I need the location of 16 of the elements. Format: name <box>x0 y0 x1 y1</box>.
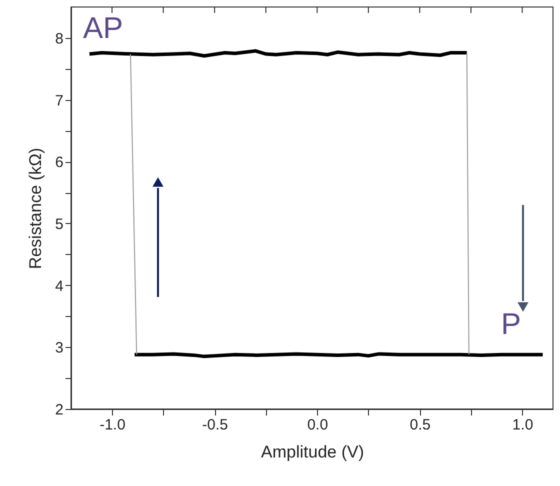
x-tick-label: 1.0 <box>512 416 534 434</box>
x-axis-title: Amplitude (V) <box>261 442 364 462</box>
y-axis-title: Resistance (kΩ) <box>26 148 46 270</box>
y-tick-label: 8 <box>55 30 64 48</box>
annotation: AP <box>83 12 124 45</box>
x-tick-label: 0.0 <box>307 416 328 434</box>
y-tick-label: 5 <box>55 216 64 233</box>
y-tick-label: 3 <box>55 340 64 357</box>
annotation: P <box>501 308 522 341</box>
y-tick-label: 2 <box>55 402 64 418</box>
y-tick-label: 4 <box>55 278 64 295</box>
x-tick-label: -0.5 <box>202 416 228 434</box>
x-tick-label: -1.0 <box>100 416 126 434</box>
x-tick-label: 0.5 <box>410 416 431 434</box>
y-tick-label: 6 <box>55 154 64 172</box>
y-tick-label: 7 <box>55 92 64 110</box>
